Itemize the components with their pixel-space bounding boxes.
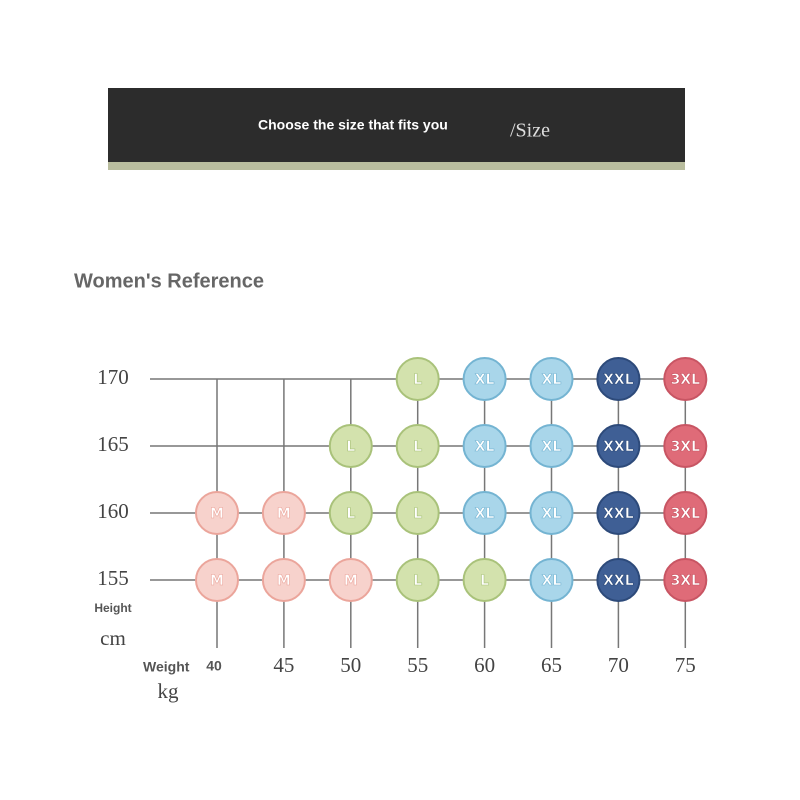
size-label: L — [413, 439, 422, 455]
size-label: L — [346, 506, 355, 522]
size-badge — [529, 424, 574, 468]
size-badge — [462, 357, 507, 401]
size-badge — [462, 558, 507, 602]
size-label: 3XL — [671, 506, 701, 522]
height-value: 165 — [97, 432, 129, 456]
size-label: XL — [542, 372, 562, 388]
weight-value: 40 — [206, 658, 222, 674]
size-label: XXL — [603, 506, 634, 522]
size-badge — [395, 558, 440, 602]
size-label: 3XL — [671, 573, 701, 589]
size-label: XL — [475, 506, 495, 522]
size-label: L — [413, 372, 422, 388]
size-label: L — [346, 439, 355, 455]
weight-value: 70 — [608, 653, 629, 677]
size-badge — [596, 357, 641, 401]
size-badge — [596, 424, 641, 468]
size-badge — [195, 491, 239, 535]
size-badge — [395, 357, 440, 401]
weight-label: Weight — [143, 659, 190, 675]
size-label: M — [210, 506, 224, 522]
size-label: XL — [475, 439, 495, 455]
weight-value: 45 — [273, 653, 294, 677]
size-badge — [261, 491, 306, 535]
size-label: XL — [542, 506, 562, 522]
height-unit: cm — [100, 626, 126, 650]
size-badge — [663, 357, 708, 401]
size-badge — [596, 558, 641, 602]
size-badge — [328, 558, 373, 602]
size-label: XL — [542, 439, 562, 455]
height-value: 160 — [97, 499, 129, 523]
size-badge — [328, 424, 373, 468]
size-badge — [395, 491, 440, 535]
heading: Women's Reference — [74, 270, 264, 292]
size-badge — [529, 357, 574, 401]
size-label: M — [277, 573, 291, 589]
size-label: XXL — [603, 573, 634, 589]
size-badge — [195, 558, 239, 602]
size-label: XL — [475, 372, 495, 388]
weight-value: 60 — [474, 653, 495, 677]
grid: 170 165 160 155 40 45 50 55 60 65 70 75 L XL XL XXL 3XL L… — [97, 357, 708, 677]
size-label: XL — [542, 573, 562, 589]
size-badge — [529, 558, 574, 602]
size-label: L — [480, 573, 489, 589]
weight-value: 65 — [541, 653, 562, 677]
banner — [108, 88, 685, 163]
size-label: M — [277, 506, 291, 522]
size-label: M — [344, 573, 358, 589]
banner-text: Choose the size that fits you — [258, 117, 448, 133]
banner-strip — [108, 162, 685, 170]
size-badge — [663, 558, 708, 602]
height-value: 170 — [97, 365, 129, 389]
size-badge — [328, 491, 373, 535]
height-label: Height — [94, 601, 131, 615]
size-label: XXL — [603, 372, 634, 388]
size-label: 3XL — [671, 372, 701, 388]
size-label: L — [413, 506, 422, 522]
size-badge — [261, 558, 306, 602]
size-label: M — [210, 573, 224, 589]
weight-value: 75 — [675, 653, 696, 677]
banner-suffix: /Size — [510, 120, 550, 142]
weight-unit: kg — [158, 679, 180, 703]
size-badge — [462, 424, 507, 468]
size-badge — [663, 491, 708, 535]
size-badge — [663, 424, 708, 468]
weight-value: 55 — [407, 653, 428, 677]
size-label: L — [413, 573, 422, 589]
size-badge — [596, 491, 641, 535]
size-badge — [462, 491, 507, 535]
size-label: XXL — [603, 439, 634, 455]
size-badge — [395, 424, 440, 468]
size-label: 3XL — [671, 439, 701, 455]
height-value: 155 — [97, 566, 129, 590]
size-badge — [529, 491, 574, 535]
weight-value: 50 — [340, 653, 361, 677]
